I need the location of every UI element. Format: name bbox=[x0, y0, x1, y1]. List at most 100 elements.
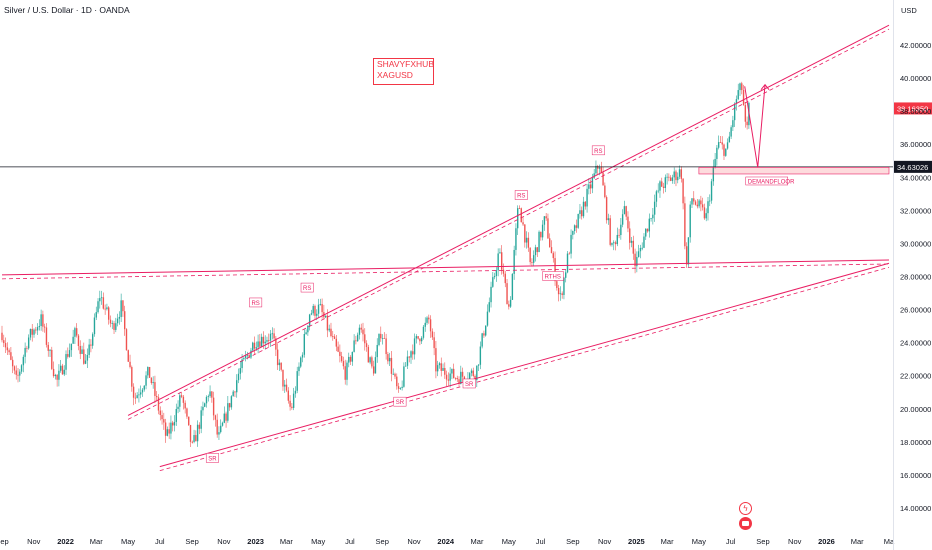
candle-body bbox=[301, 354, 304, 358]
candle-body bbox=[4, 343, 7, 348]
candle-body bbox=[141, 389, 144, 393]
candle-body bbox=[200, 410, 202, 429]
candle-body bbox=[27, 337, 30, 349]
candle-body bbox=[744, 105, 747, 122]
candle-body bbox=[452, 368, 455, 378]
candle-body bbox=[522, 222, 524, 225]
candle-body bbox=[584, 201, 586, 207]
watermark-box: SHAVYFXHUB XAGUSD bbox=[373, 58, 434, 85]
x-tick-label: Ma bbox=[884, 537, 895, 546]
events-icon[interactable] bbox=[739, 517, 752, 530]
candle-body bbox=[237, 373, 240, 381]
demand-zone[interactable] bbox=[698, 167, 890, 175]
events-icon-inner bbox=[742, 521, 749, 526]
candle-body bbox=[84, 360, 87, 364]
candle-body bbox=[83, 349, 85, 364]
candle-body bbox=[485, 325, 487, 336]
candle-body bbox=[529, 247, 531, 263]
x-tick-label: Jul bbox=[536, 537, 546, 546]
x-tick-label: Nov bbox=[407, 537, 421, 546]
candle-body bbox=[602, 172, 604, 186]
candle-body bbox=[43, 326, 46, 328]
candle-body bbox=[216, 419, 218, 435]
candle-body bbox=[19, 371, 21, 376]
projection-path[interactable] bbox=[744, 84, 766, 168]
trendline-lower-channel[interactable] bbox=[159, 262, 890, 468]
time-axis[interactable]: Sep Nov 2022 Mar May Jul Sep Nov 2023 Mar May Jul Se… bbox=[0, 537, 895, 546]
candle-body bbox=[659, 181, 661, 191]
candle-body bbox=[77, 335, 80, 347]
annotation-box bbox=[542, 271, 564, 281]
candle-body bbox=[698, 200, 700, 207]
candle-body bbox=[623, 206, 626, 215]
candle-body bbox=[429, 319, 432, 332]
candle-body bbox=[20, 365, 23, 372]
trendline-upper-channel[interactable] bbox=[127, 24, 890, 416]
candle-body bbox=[262, 336, 265, 344]
candle-body bbox=[613, 242, 615, 244]
price-axis[interactable]: 14.00000 16.00000 18.00000 20.00000 22.00000… bbox=[900, 41, 931, 513]
y-tick-label: 40.00000 bbox=[900, 74, 931, 83]
alert-icon[interactable]: ϟ bbox=[739, 502, 752, 515]
candle-body bbox=[271, 333, 274, 335]
candle-body bbox=[380, 333, 382, 339]
candle-body bbox=[401, 386, 403, 389]
candle-body bbox=[634, 253, 636, 267]
candle-body bbox=[349, 356, 352, 362]
candle-body bbox=[67, 354, 69, 357]
candle-body bbox=[86, 354, 89, 361]
trendline-lower-channel-dashed[interactable] bbox=[159, 266, 890, 472]
candle-body bbox=[492, 277, 494, 287]
candle-body bbox=[54, 374, 57, 377]
annotation-box bbox=[393, 396, 407, 407]
candle-body bbox=[413, 338, 416, 355]
candle-body bbox=[403, 366, 405, 387]
candle-body bbox=[451, 368, 453, 374]
candle-body bbox=[278, 362, 281, 366]
candle-body bbox=[275, 338, 277, 350]
candle-body bbox=[742, 90, 745, 106]
candle-body bbox=[497, 253, 499, 271]
candle-body bbox=[255, 347, 257, 349]
candle-body bbox=[147, 366, 149, 376]
candle-body bbox=[189, 425, 192, 442]
candle-body bbox=[586, 188, 588, 207]
candle-body bbox=[486, 311, 489, 326]
symbol-title[interactable]: Silver / U.S. Dollar · 1D · OANDA bbox=[4, 5, 130, 15]
candle-body bbox=[483, 333, 485, 336]
candle-body bbox=[641, 247, 643, 249]
candle-body bbox=[35, 329, 37, 331]
candle-body bbox=[225, 413, 227, 421]
candle-body bbox=[180, 395, 183, 397]
candle-body bbox=[113, 323, 115, 330]
candle-body bbox=[460, 371, 462, 385]
candle-body bbox=[719, 142, 722, 143]
candle-body bbox=[636, 256, 638, 267]
candle-body bbox=[170, 422, 172, 434]
trendline-flat-resistance[interactable] bbox=[1, 259, 890, 276]
candle-body bbox=[17, 374, 19, 376]
candle-body bbox=[470, 370, 473, 374]
y-tick-label: 34.00000 bbox=[900, 173, 931, 182]
candle-body bbox=[1, 332, 3, 341]
trendline-flat-resistance-dashed[interactable] bbox=[1, 263, 890, 280]
candle-body bbox=[595, 165, 597, 174]
x-tick-label: May bbox=[692, 537, 706, 546]
candle-body bbox=[600, 167, 602, 173]
trendline-upper-channel-dashed[interactable] bbox=[127, 28, 890, 420]
currency-label[interactable]: USD bbox=[901, 6, 917, 15]
candle-body bbox=[61, 365, 64, 375]
candle-body bbox=[157, 397, 160, 411]
candle-body bbox=[307, 325, 309, 333]
candle-body bbox=[59, 365, 62, 371]
candle-body bbox=[412, 351, 414, 355]
y-tick-label: 18.00000 bbox=[900, 438, 931, 447]
candle-body bbox=[337, 346, 339, 352]
candle-body bbox=[118, 316, 121, 319]
candle-body bbox=[604, 185, 606, 198]
candle-body bbox=[378, 333, 380, 345]
candle-body bbox=[509, 299, 512, 307]
candle-body bbox=[607, 218, 610, 221]
x-tick-label: Sep bbox=[0, 537, 9, 546]
